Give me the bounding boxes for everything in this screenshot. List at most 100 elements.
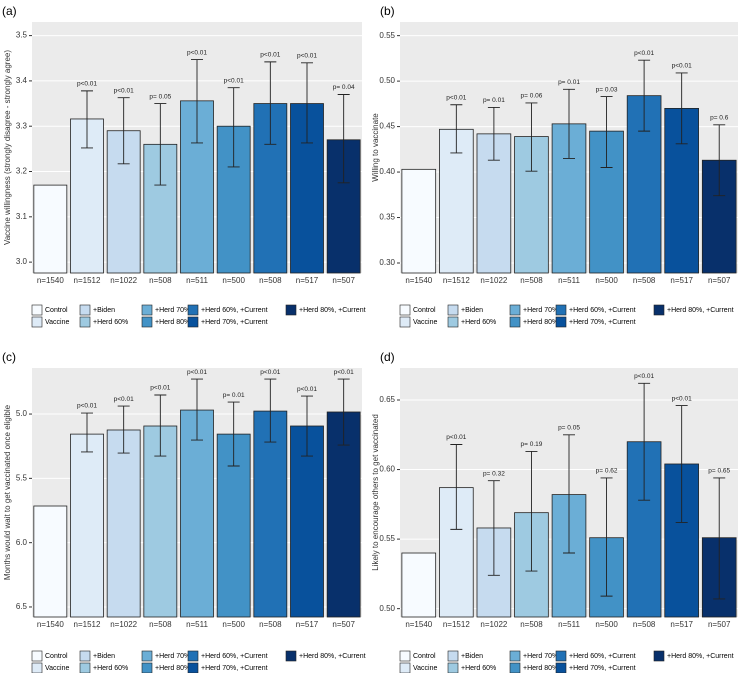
error-bar — [117, 405, 130, 454]
y-tick-label: 0.45 — [379, 122, 395, 131]
y-tick-label: 0.50 — [379, 76, 395, 85]
legend-label: Vaccine — [45, 665, 69, 672]
error-bar — [563, 88, 575, 159]
x-tick-label: n=1022 — [110, 620, 137, 629]
legend-label: +Herd 60% — [461, 319, 496, 326]
error-bar — [154, 103, 167, 186]
p-value-label: p= 0.04 — [333, 84, 355, 91]
legend-swatch — [31, 304, 43, 316]
legend-swatch — [399, 650, 411, 662]
legend-swatch — [555, 650, 567, 662]
p-value-label: p= 0.65 — [708, 468, 730, 475]
y-tick-label: 3.0 — [16, 257, 28, 266]
p-value-label: p<0.01 — [77, 81, 97, 88]
p-value-label: p<0.01 — [224, 77, 244, 84]
x-tick-label: n=508 — [149, 276, 172, 285]
error-bar — [450, 104, 463, 154]
y-axis-label: Months would wait to get vaccinated once… — [3, 404, 12, 580]
legend-swatch — [399, 316, 411, 328]
y-tick-label: 0.30 — [379, 258, 395, 267]
legend-swatch — [509, 662, 521, 673]
p-value-label: p= 0.05 — [149, 93, 171, 100]
legend-label: Vaccine — [413, 665, 437, 672]
p-value-label: p= 0.01 — [483, 97, 505, 104]
error-bar — [337, 94, 350, 184]
error-bar — [81, 412, 93, 453]
x-tick-label: n=1022 — [110, 276, 137, 285]
legend-label: +Herd 60% — [461, 665, 496, 672]
legend-label: +Herd 70%, +Current — [201, 665, 268, 672]
p-value-label: p<0.01 — [187, 49, 207, 56]
x-tick-label: n=517 — [670, 276, 693, 285]
x-tick-label: n=1540 — [37, 620, 64, 629]
error-bar — [525, 102, 538, 172]
y-tick-label: 3.5 — [16, 31, 28, 40]
y-tick-label: 0.50 — [379, 604, 395, 613]
legend-swatch — [509, 650, 521, 662]
p-value-label: p<0.01 — [187, 369, 207, 376]
p-value-label: p= 0.62 — [596, 468, 618, 475]
y-tick-label: 0.35 — [379, 213, 395, 222]
y-tick-label: 0.55 — [379, 31, 395, 40]
p-value-label: p<0.01 — [446, 434, 466, 441]
legend-swatch — [509, 316, 521, 328]
y-axis-label: Willing to vaccinate — [371, 113, 380, 182]
legend-label: +Herd 60%, +Current — [569, 307, 636, 314]
y-tick-label: 0.60 — [379, 465, 395, 474]
legend-swatch — [141, 650, 153, 662]
x-tick-label: n=500 — [222, 620, 245, 629]
error-bar — [450, 444, 463, 530]
error-bar — [675, 72, 688, 145]
bar — [401, 552, 437, 618]
x-tick-label: n=508 — [520, 276, 543, 285]
legend-swatch — [447, 304, 459, 316]
legend-swatch — [187, 650, 199, 662]
legend-swatch — [187, 304, 199, 316]
x-tick-label: n=508 — [633, 620, 656, 629]
p-value-label: p= 0.01 — [223, 392, 245, 399]
legend-label: +Herd 80%, +Current — [667, 653, 734, 660]
legend-swatch — [187, 662, 199, 673]
p-value-label: p<0.01 — [634, 50, 654, 57]
x-tick-label: n=517 — [296, 620, 319, 629]
legend-swatch — [31, 650, 43, 662]
bar — [106, 429, 141, 618]
bar — [290, 425, 324, 618]
p-value-label: p<0.01 — [446, 94, 466, 101]
legend-label: +Biden — [93, 653, 115, 660]
panel-label: (c) — [2, 350, 16, 364]
legend-label: Control — [45, 653, 68, 660]
legend-label: +Biden — [461, 653, 483, 660]
x-tick-label: n=507 — [332, 620, 355, 629]
x-tick-label: n=508 — [633, 276, 656, 285]
error-bar — [264, 61, 277, 145]
legend-swatch — [187, 316, 199, 328]
error-bar — [600, 477, 613, 597]
x-tick-label: n=511 — [558, 276, 580, 285]
legend-label: +Herd 70% — [523, 653, 558, 660]
legend-label: +Herd 80% — [155, 319, 190, 326]
x-tick-label: n=1512 — [443, 620, 470, 629]
legend-swatch — [555, 316, 567, 328]
error-bar — [301, 395, 313, 457]
y-tick-label: 6.5 — [16, 602, 28, 611]
x-tick-label: n=1540 — [405, 276, 432, 285]
y-tick-label: 3.3 — [16, 121, 28, 130]
legend-swatch — [653, 304, 665, 316]
p-value-label: p= 0.19 — [521, 441, 543, 448]
legend-label: Control — [45, 307, 68, 314]
y-tick-label: 3.4 — [16, 76, 28, 85]
legend-label: +Herd 70% — [155, 307, 190, 314]
legend-label: +Herd 70% — [155, 653, 190, 660]
y-tick-label: 5.5 — [16, 473, 28, 482]
legend-label: +Herd 80%, +Current — [667, 307, 734, 314]
x-tick-label: n=1512 — [74, 276, 101, 285]
error-bar — [191, 378, 203, 441]
error-bar — [600, 96, 613, 168]
panel-label: (a) — [2, 4, 17, 18]
legend-label: +Herd 80% — [155, 665, 190, 672]
error-bar — [301, 62, 313, 144]
bar — [70, 433, 104, 618]
x-tick-label: n=517 — [296, 276, 319, 285]
